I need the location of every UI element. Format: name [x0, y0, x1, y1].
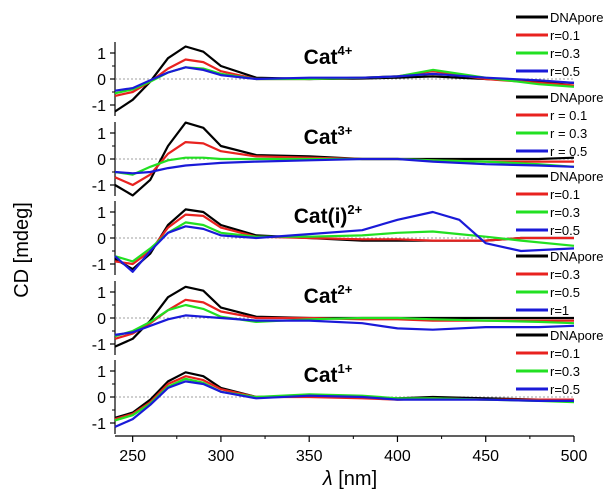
panel-title-superscript: 2+: [338, 282, 353, 297]
legend: DNApore r=0.1 r=0.3 r=0.5: [516, 328, 603, 397]
legend-label: r=0.3: [550, 267, 580, 282]
x-tick-label: 500: [561, 448, 588, 465]
series-line: [114, 66, 575, 92]
panel-title-base: Cat(i): [294, 205, 348, 228]
series-line: [114, 66, 575, 95]
y-tick-label: -1: [92, 337, 106, 354]
legend-label: DNApore: [550, 10, 603, 25]
legend: DNApore r = 0.1 r = 0.3 r = 0.5: [516, 90, 603, 159]
legend-label: r = 0.1: [550, 108, 587, 123]
legend: DNApore r=0.3 r=0.5 r=1: [516, 249, 603, 318]
legend-label: r=0.1: [550, 187, 580, 202]
panel-title: Cat4+: [304, 43, 353, 69]
series-line: [114, 303, 575, 338]
panel-title-superscript: 2+: [347, 202, 362, 217]
series-line: [114, 285, 574, 348]
panel-title: Cat1+: [304, 361, 353, 387]
panel-title-superscript: 1+: [338, 361, 353, 376]
legend-label: r=0.5: [550, 382, 580, 397]
series-line: [114, 210, 575, 273]
panel-title-base: Cat: [304, 126, 338, 149]
legend-label: DNApore: [550, 169, 603, 184]
y-tick-label: -1: [92, 257, 106, 274]
panel-title-superscript: 4+: [338, 43, 353, 58]
legend-label: DNApore: [550, 328, 603, 343]
legend-label: r=0.5: [550, 285, 580, 300]
legend-label: r = 0.3: [550, 126, 587, 141]
legend-label: r=0.1: [550, 28, 580, 43]
y-tick-label: 1: [97, 364, 106, 381]
x-tick-label: 450: [472, 448, 499, 465]
x-tick-label: 300: [208, 448, 235, 465]
panel-title-base: Cat: [304, 285, 338, 308]
y-tick-label: -1: [92, 416, 106, 433]
legend-label: r=0.3: [550, 205, 580, 220]
series-line: [114, 380, 574, 428]
x-axis-label-unit: [nm]: [333, 468, 377, 490]
panel-3: -1 0 1 Cat(i)2+ DNApore r=0.1 r=0.3 r=0.5: [92, 169, 603, 275]
panel-5: -1 0 1 Cat1+ DNApore r=0.1 r=0.3 r=0.5: [92, 328, 603, 434]
panel-title-base: Cat: [304, 46, 338, 69]
y-tick-label: 1: [97, 285, 106, 302]
series-line: [114, 156, 575, 176]
legend-label: r=0.5: [550, 64, 580, 79]
legend-label: r = 0.5: [550, 144, 587, 159]
series-line: [114, 157, 575, 175]
panel-title-base: Cat: [304, 364, 338, 387]
x-tick-label: 350: [296, 448, 323, 465]
x-tick-label: 400: [384, 448, 411, 465]
panel-2: -1 0 1 Cat3+ DNApore r = 0.1 r = 0.3 r = 0.5: [92, 90, 603, 197]
series-line: [114, 221, 575, 263]
y-tick-label: 0: [97, 390, 106, 407]
panel-1: -1 0 1 Cat4+ DNApore r=0.1 r=0.3 r=0.5: [92, 10, 603, 116]
y-tick-label: -1: [92, 98, 106, 115]
panel-title: Cat2+: [304, 282, 353, 308]
legend-label: r=0.1: [550, 346, 580, 361]
y-tick-label: 0: [97, 72, 106, 89]
y-tick-label: 0: [97, 152, 106, 169]
series-line: [114, 45, 575, 113]
y-tick-label: 1: [97, 46, 106, 63]
legend: DNApore r=0.1 r=0.3 r=0.5: [516, 10, 603, 79]
y-tick-label: 0: [97, 231, 106, 248]
legend-label: DNApore: [550, 249, 603, 264]
legend: DNApore r=0.1 r=0.3 r=0.5: [516, 169, 603, 238]
panel-4: -1 0 1 Cat2+ DNApore r=0.3 r=0.5 r=1: [92, 249, 603, 355]
panel-title: Cat(i)2+: [294, 202, 363, 228]
x-tick-label: 250: [119, 448, 146, 465]
legend-label: r=0.3: [550, 46, 580, 61]
y-tick-label: 0: [97, 311, 106, 328]
series-line: [114, 314, 575, 336]
legend-label: r=0.5: [550, 223, 580, 238]
y-tick-label: 1: [97, 205, 106, 222]
x-axis: 250 300 350 400 450 500: [115, 435, 588, 465]
panel-title-superscript: 3+: [338, 123, 353, 138]
x-axis-label-symbol: λ: [322, 468, 333, 490]
y-axis-label: CD [mdeg]: [11, 202, 33, 298]
legend-label: DNApore: [550, 90, 603, 105]
y-tick-label: -1: [92, 178, 106, 195]
legend-label: r=0.3: [550, 364, 580, 379]
panel-title: Cat3+: [304, 123, 353, 149]
legend-label: r=1: [550, 303, 569, 318]
x-axis-label: λ [nm]: [322, 468, 377, 490]
y-tick-label: 1: [97, 126, 106, 143]
